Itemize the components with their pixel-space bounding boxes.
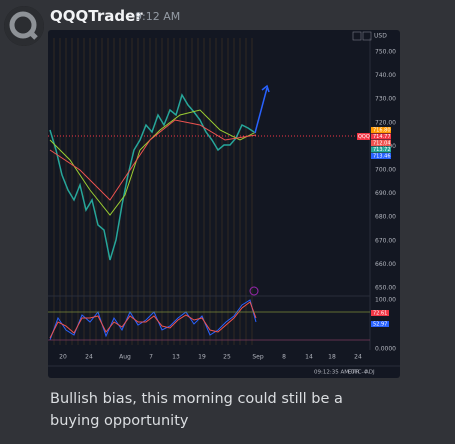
footer-label: 09:12:35 AM UTC-4: [314, 370, 368, 376]
footer-label: ADJ: [365, 370, 375, 376]
oscillator-tag-label: 72.61: [373, 311, 387, 317]
price-label: 740.00: [375, 72, 396, 79]
price-tag-label: 713.72: [373, 147, 391, 153]
avatar-icon: [4, 6, 44, 46]
price-tag-label: 714.77: [373, 134, 391, 140]
price-label: 690.00: [375, 190, 396, 197]
time-label: 25: [223, 354, 231, 361]
price-tag: [371, 140, 391, 146]
price-label: 710.00: [375, 143, 396, 150]
username[interactable]: QQQTrader: [50, 7, 143, 25]
time-label: 24: [354, 354, 362, 361]
oscillator-label: 0.0000: [375, 346, 396, 353]
currency: USD: [374, 33, 387, 40]
time-label: 24: [85, 354, 93, 361]
oscillator-tag: [371, 321, 389, 327]
message-text: Bullish bias, this morning could still b…: [50, 391, 343, 429]
time-label: 14: [305, 354, 313, 361]
price-label: 660.00: [375, 261, 396, 268]
time-label: 19: [198, 354, 206, 361]
symbol-tag: [357, 133, 370, 140]
avatar[interactable]: [4, 6, 44, 46]
time-label: Aug: [119, 354, 131, 361]
oscillator-tag: [371, 310, 389, 316]
price-tag-label: 716.80: [373, 128, 391, 134]
time-label: 13: [172, 354, 180, 361]
chart-image[interactable]: USD 750.00 740.00 730.00 720.00 710.00 700.00 6…: [48, 30, 400, 378]
timestamp: 9:12 AM: [135, 10, 181, 23]
time-label: 8: [282, 354, 286, 361]
time-label: 20: [59, 354, 67, 361]
price-tag: [371, 146, 391, 153]
price-label: 670.00: [375, 237, 396, 244]
time-label: 18: [328, 354, 336, 361]
time-label: 7: [149, 354, 153, 361]
price-label: 720.00: [375, 119, 396, 126]
oscillator-tag-label: 52.97: [373, 322, 387, 328]
oscillator-label: 100.00: [375, 297, 396, 304]
price-tag: [371, 127, 391, 133]
footer-label: ETH: [348, 370, 359, 376]
price-tag-label: 713.46: [373, 154, 391, 160]
symbol: QQQ: [358, 134, 370, 140]
price-label: 650.00: [375, 285, 396, 292]
price-label: 700.00: [375, 167, 396, 174]
price-label: 750.00: [375, 49, 396, 56]
price-tag-label: 712.04: [373, 141, 391, 147]
price-label: 730.00: [375, 96, 396, 103]
price-tag: [371, 153, 391, 159]
price-tag: [371, 133, 391, 140]
time-label: Sep: [252, 354, 264, 361]
price-label: 680.00: [375, 214, 396, 221]
